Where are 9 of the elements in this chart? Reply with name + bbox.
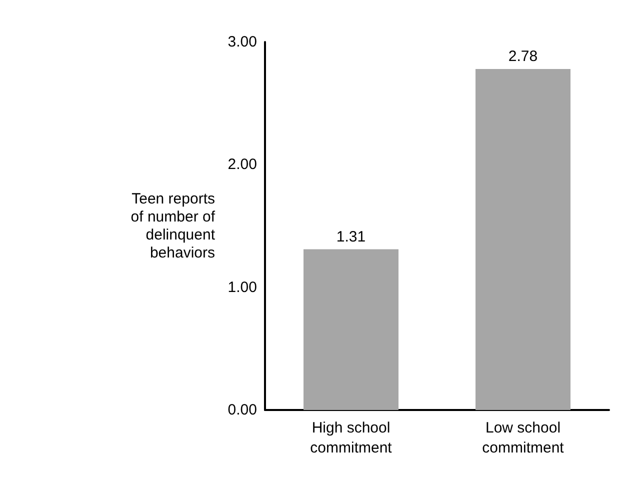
x-tick-label: Low school commitment [482, 420, 565, 456]
y-tick-label: 0.00 [228, 402, 257, 418]
y-axis-title: Teen reports of number of delinquent behaviors [130, 190, 216, 262]
data-label: 1.31 [336, 228, 366, 246]
y-tick-label: 2.00 [228, 156, 257, 174]
y-tick-label: 3.00 [228, 34, 257, 50]
y-tick-label: 1.00 [228, 278, 257, 296]
x-tick-label: High school commitment [310, 420, 393, 456]
data-label: 2.78 [508, 48, 538, 65]
